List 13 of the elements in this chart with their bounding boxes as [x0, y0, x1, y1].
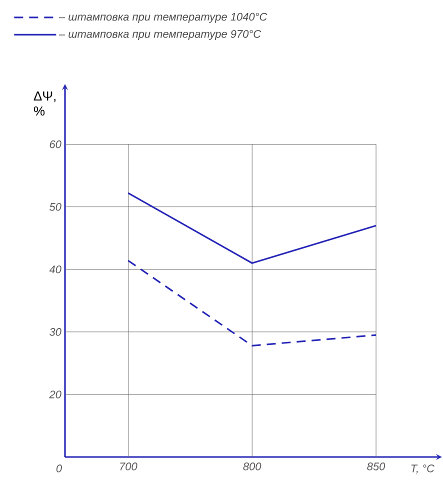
y-axis-title: ΔΨ, % [34, 92, 56, 116]
y-tick-label: 30 [49, 328, 62, 336]
y-tick-label: 50 [49, 202, 62, 211]
x-tick-label: 800 [243, 462, 262, 470]
x-axis-title: T, °C [411, 464, 435, 474]
y-tick-label: 20 [49, 390, 62, 398]
y-tick-label: 40 [49, 265, 62, 274]
text: 0 [56, 464, 62, 472]
x-tick-label: 700 [120, 462, 138, 470]
legend-label: – штамповка при температуре 970°C [58, 30, 262, 40]
legend-label: – штамповка при температуре 1040°C [58, 12, 268, 23]
y-tick-label: 60 [50, 140, 62, 148]
x-tick-label: 850 [367, 462, 386, 470]
